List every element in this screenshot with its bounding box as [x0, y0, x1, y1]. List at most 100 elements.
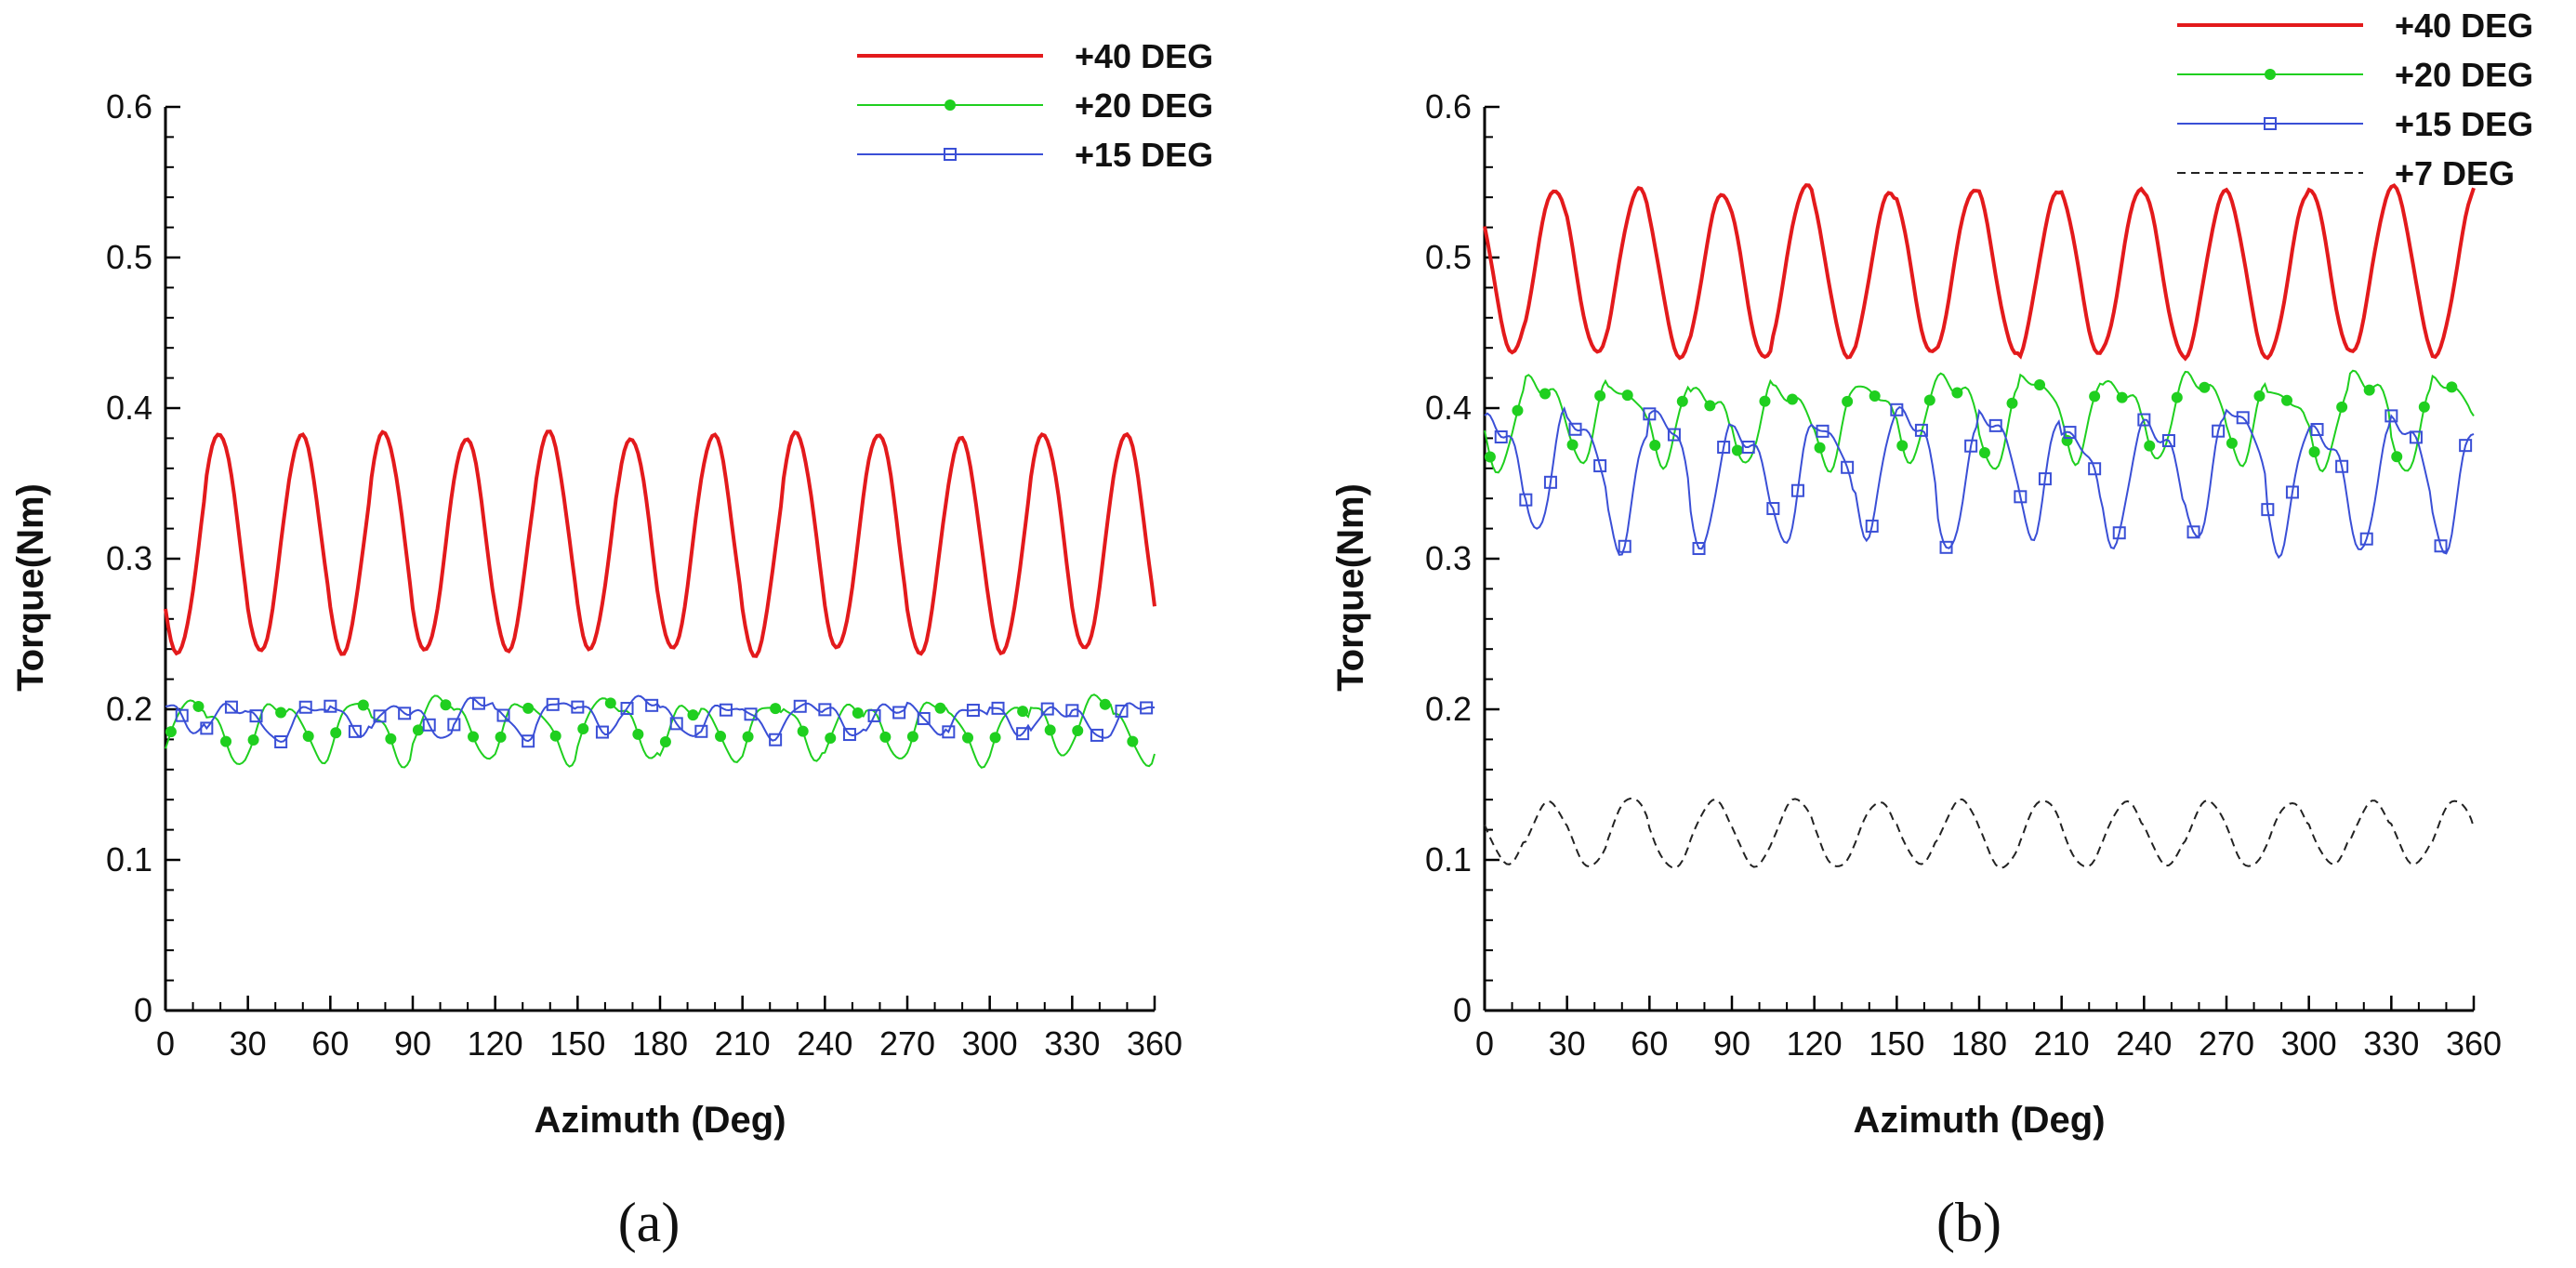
- panel-b-series-point: [1914, 423, 1928, 437]
- panel-b-series-point: [2199, 381, 2211, 393]
- panel-a-series-point: [522, 702, 535, 714]
- panel-b-series-line-1: [1484, 369, 2475, 474]
- panel-a-series-point: [577, 723, 589, 735]
- panel-a-series-point: [1017, 706, 1029, 718]
- panel-a-series-point: [165, 726, 177, 738]
- panel-a-ytick-label: 0.1: [106, 840, 152, 878]
- panel-b-legend-label: +15 DEG: [2395, 105, 2533, 143]
- panel-a-series-point: [879, 731, 892, 743]
- panel-a-series-point: [742, 731, 754, 743]
- panel-a-series-point: [249, 709, 263, 723]
- panel-b-series-point: [1566, 439, 1579, 451]
- panel-a-series-point: [769, 733, 783, 746]
- panel-a-series-point: [1090, 728, 1103, 742]
- panel-a-series-point: [357, 699, 369, 711]
- panel-a-series-point: [906, 731, 918, 743]
- panel-a-xtick-label: 330: [1044, 1024, 1100, 1063]
- panel-b-series-point: [1692, 542, 1706, 556]
- panel-b-series-point: [2171, 391, 2183, 403]
- panel-b-series-point: [2161, 433, 2175, 447]
- panel-b-ytick-label: 0.2: [1425, 690, 1472, 728]
- panel-b-series-point: [1896, 440, 1909, 452]
- panel-a-legend-marker: [945, 99, 956, 111]
- panel-b-series-point: [1869, 390, 1881, 403]
- panel-b-series-point: [2116, 391, 2128, 403]
- panel-b-series-point: [2261, 503, 2275, 517]
- panel-b-series-point: [2359, 532, 2373, 546]
- panel-b-xtick-label: 330: [2363, 1024, 2419, 1063]
- panel-a-series-point: [385, 733, 397, 745]
- panel-a-series-point: [825, 732, 837, 744]
- panel-a-series-point: [274, 734, 288, 748]
- panel-a-series-point: [744, 707, 758, 721]
- panel-a-series-point: [659, 735, 671, 747]
- panel-a-series-point: [1016, 727, 1030, 741]
- panel-b-series-point: [2336, 401, 2348, 413]
- panel-a-series-point: [645, 698, 659, 712]
- panel-b-series-line-0: [1483, 183, 2476, 362]
- panel-b-series-point: [2063, 426, 2077, 440]
- panel-a-xtick-label: 270: [879, 1024, 935, 1063]
- panel-a-series-point: [224, 700, 238, 714]
- panel-b-series-point: [2061, 434, 2073, 446]
- panel-b-series-point: [1667, 428, 1681, 442]
- panel-b-series-point: [2253, 390, 2266, 403]
- panel-a-series-point: [298, 700, 312, 714]
- panel-a-series-point: [669, 717, 683, 731]
- panel-b-series-point: [2409, 430, 2423, 444]
- panel-b-legend-marker: [2264, 117, 2277, 130]
- panel-a-series-point: [1040, 702, 1054, 716]
- panel-a-xtick-label: 0: [156, 1024, 175, 1063]
- panel-b-xtick-label: 90: [1713, 1024, 1750, 1063]
- panel-b-series-point: [1790, 483, 1804, 497]
- panel-a-series-point: [275, 707, 287, 719]
- panel-a-series-point: [373, 709, 387, 723]
- panel-b-xtick-label: 60: [1631, 1024, 1668, 1063]
- panel-b-ylabel: Torque(Nm): [1330, 483, 1371, 692]
- panel-b-series-point: [1766, 502, 1780, 516]
- panel-a-xtick-label: 30: [230, 1024, 267, 1063]
- panel-a-series-point: [694, 724, 708, 738]
- panel-a-xtick-label: 60: [311, 1024, 349, 1063]
- panel-b-xtick-label: 360: [2446, 1024, 2502, 1063]
- panel-b-series-point: [1621, 390, 1633, 402]
- panel-b-series-point: [1519, 493, 1533, 507]
- panel-a-series-point: [719, 703, 733, 717]
- panel-a-series-point: [962, 732, 974, 744]
- panel-a-legend-label: +20 DEG: [1075, 86, 1213, 125]
- panel-b-series-point: [2446, 381, 2458, 393]
- panel-b-series-point: [1512, 404, 1524, 416]
- panel-a-series-point: [324, 699, 337, 713]
- panel-b-legend-label: +20 DEG: [2395, 56, 2533, 94]
- panel-b-series-point: [1484, 451, 1496, 463]
- panel-b-series-point: [1741, 440, 1755, 454]
- panel-b-series-point: [2212, 424, 2226, 438]
- panel-b-series-point: [2459, 439, 2473, 453]
- panel-b-series-point: [2335, 459, 2349, 473]
- panel-a-legend: +40 DEG +20 DEG +15 DEG: [857, 37, 1213, 174]
- panel-a-series-point: [571, 700, 585, 714]
- panel-b-series-point: [2186, 525, 2200, 539]
- panel-b-xlabel: Azimuth (Deg): [1853, 1100, 2105, 1141]
- panel-b-series-point: [2281, 394, 2293, 406]
- panel-b-series-point: [1649, 439, 1661, 451]
- panel-b-series-point: [1923, 394, 1935, 406]
- panel-a-series-point: [966, 704, 980, 718]
- panel-a-series-point: [1099, 698, 1111, 710]
- panel-a-label: (a): [618, 1192, 680, 1253]
- panel-a-series-point: [302, 730, 314, 742]
- panel-a-series-point: [989, 732, 1001, 744]
- panel-b-series-point: [1593, 459, 1607, 473]
- panel-b-legend-label: +7 DEG: [2395, 154, 2515, 192]
- panel-a-ytick-label: 0.5: [106, 238, 152, 276]
- panel-b-series-point: [2363, 384, 2375, 396]
- panel-b: 0 30 60 90 120 150 180 210 240 270 300 330 360 0 0.1 0.…: [1330, 7, 2533, 1253]
- panel-a-series-point: [175, 708, 189, 722]
- panel-a-series-line-2: [165, 694, 1155, 744]
- panel-b-ytick-label: 0: [1453, 991, 1472, 1029]
- panel-a-series-point: [422, 718, 436, 732]
- panel-b-series-point: [1643, 407, 1657, 421]
- panel-b-series-point: [2384, 409, 2398, 423]
- panel-a-series-point: [1044, 724, 1056, 736]
- panel-a-series-point: [398, 707, 412, 720]
